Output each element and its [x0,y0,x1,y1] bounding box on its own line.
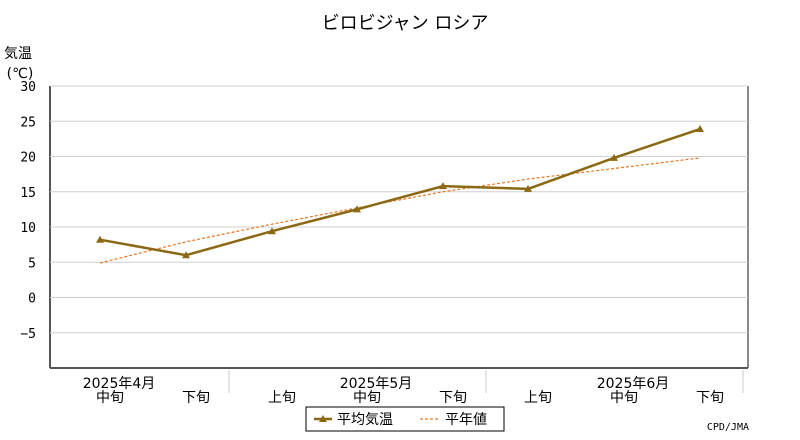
series-layer [96,125,704,264]
y-axis-ticks: 30 25 20 15 10 5 0 −5 [20,80,36,342]
legend-marker-average [319,415,327,422]
x-axis-ticks: 中旬 下旬 上旬 中旬 下旬 上旬 中旬 下旬 2025年4月 2025年5月 2025年6月 [83,370,744,406]
x-month-label: 2025年5月 [340,376,413,392]
chart-title: ビロビジャン ロシア [322,13,489,34]
x-tick-label: 上旬 [524,390,552,406]
legend-label-average: 平均気温 [337,412,393,428]
x-tick-label: 下旬 [182,390,210,406]
data-point-average [268,227,276,235]
data-point-average [96,235,104,243]
data-point-average [524,184,532,192]
x-tick-label: 上旬 [268,390,296,406]
x-tick-label: 中旬 [610,390,638,406]
y-axis-label: 気温 [4,46,32,62]
x-tick-label: 中旬 [353,390,381,406]
y-tick-label: −5 [20,327,36,342]
y-tick-label: 15 [20,186,36,201]
x-tick-label: 下旬 [439,390,467,406]
series-line-normal [99,157,701,264]
legend-label-normal: 平年値 [445,412,487,428]
x-tick-label: 下旬 [696,390,724,406]
x-tick-label: 中旬 [96,390,124,406]
legend-box [305,406,505,432]
y-axis-unit: (℃) [7,66,34,82]
y-tick-label: 10 [20,221,36,236]
gridlines [50,85,748,334]
y-tick-label: 25 [20,115,36,130]
y-tick-label: 20 [20,151,36,166]
x-month-label: 2025年4月 [83,376,156,392]
credit-text: CPD/JMA [707,422,749,433]
data-point-average [353,205,361,213]
data-point-average [696,125,704,133]
data-point-average [610,153,618,161]
x-month-label: 2025年6月 [597,376,670,392]
series-line-average [99,127,701,257]
y-tick-label: 5 [28,256,36,271]
legend: 平均気温 平年値 [305,406,505,432]
data-point-average [182,251,190,259]
y-tick-label: 30 [20,80,36,95]
y-tick-label: 0 [28,292,36,307]
data-point-average [439,182,447,190]
